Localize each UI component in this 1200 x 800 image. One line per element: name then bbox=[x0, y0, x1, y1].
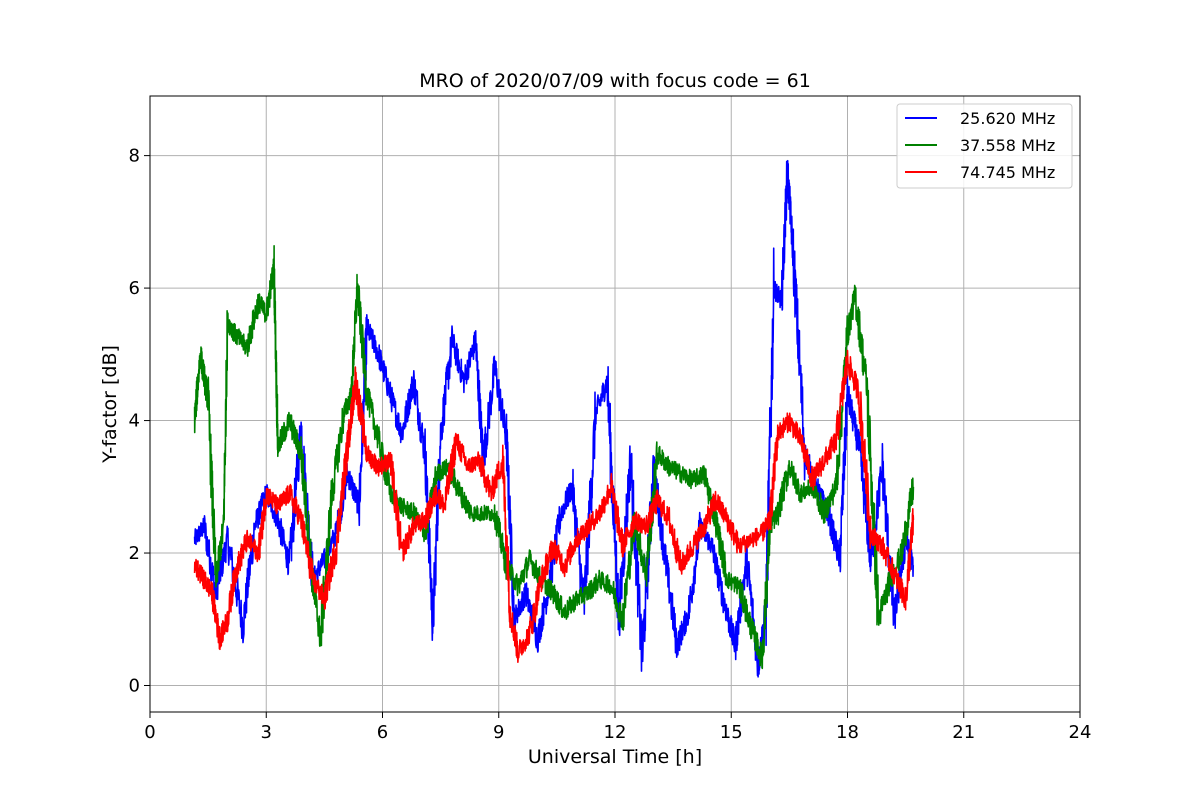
chart-title: MRO of 2020/07/09 with focus code = 61 bbox=[419, 70, 811, 92]
x-tick-label-24: 24 bbox=[1069, 722, 1092, 743]
legend: 25.620 MHz 37.558 MHz 74.745 MHz bbox=[896, 103, 1073, 189]
series-line-74-745-mhz bbox=[193, 349, 915, 663]
y-axis-label: Y-factor [dB] bbox=[99, 345, 121, 464]
y-tick-label-0: 0 bbox=[129, 676, 140, 697]
series-lines bbox=[193, 159, 915, 678]
legend-label-25-620: 25.620 MHz bbox=[960, 109, 1055, 128]
x-tick-label-18: 18 bbox=[836, 722, 859, 743]
y-tick-label-4: 4 bbox=[129, 411, 140, 432]
y-tick-label-2: 2 bbox=[129, 543, 140, 564]
y-tick-label-6: 6 bbox=[129, 278, 140, 299]
x-tick-label-15: 15 bbox=[720, 722, 743, 743]
y-tick-label-8: 8 bbox=[129, 146, 140, 167]
x-axis-label: Universal Time [h] bbox=[528, 746, 702, 768]
legend-label-37-558: 37.558 MHz bbox=[960, 136, 1055, 155]
legend-label-74-745: 74.745 MHz bbox=[960, 163, 1055, 182]
x-tick-label-12: 12 bbox=[604, 722, 627, 743]
x-tick-label-21: 21 bbox=[952, 722, 975, 743]
x-tick-label-9: 9 bbox=[493, 722, 504, 743]
series-line-25-620-mhz bbox=[193, 159, 915, 678]
series-line-37-558-mhz bbox=[193, 245, 915, 670]
y-axis-ticks: 0 2 4 6 8 bbox=[129, 146, 150, 697]
x-tick-label-6: 6 bbox=[377, 722, 388, 743]
x-axis-ticks: 0 3 6 9 12 15 18 21 24 bbox=[144, 712, 1091, 743]
x-tick-label-3: 3 bbox=[261, 722, 272, 743]
x-tick-label-0: 0 bbox=[144, 722, 155, 743]
legend-box bbox=[896, 103, 1073, 189]
